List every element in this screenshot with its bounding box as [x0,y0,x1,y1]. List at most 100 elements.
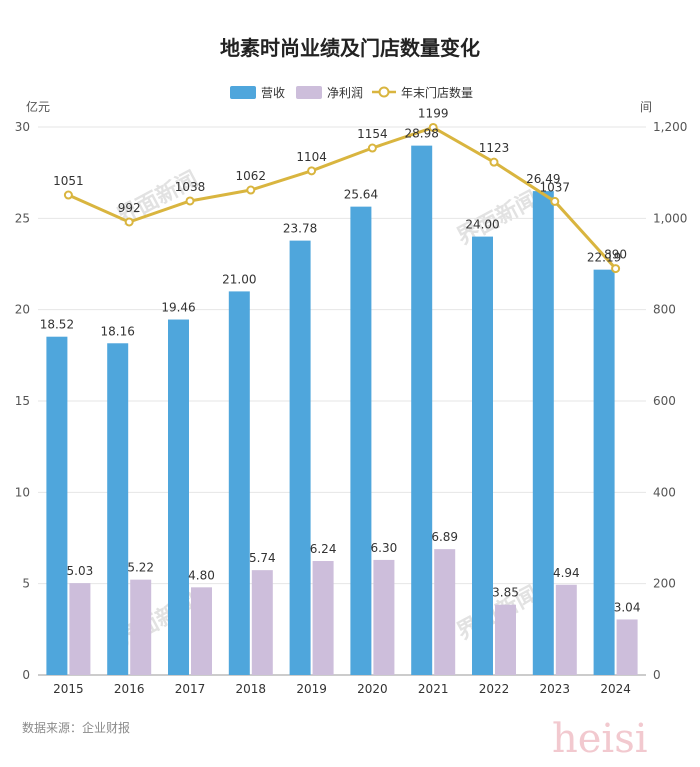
store-count-data-label: 1038 [175,180,206,194]
revenue-bar [107,343,129,675]
x-axis-tick-label: 2017 [175,682,206,696]
x-axis-tick-label: 2018 [236,682,267,696]
store-count-point [307,166,317,176]
net-profit-bar [251,570,273,675]
store-count-polyline [67,125,617,270]
store-count-data-label: 890 [604,248,627,262]
right-axis-tick-label: 400 [653,485,676,499]
store-count-point [124,217,134,227]
x-axis-tick-label: 2019 [296,682,327,696]
store-count-data-label: 1154 [357,127,388,141]
net-profit-bar [312,561,334,675]
revenue-data-label: 18.16 [101,324,135,338]
net-profit-data-label: 5.74 [249,551,276,565]
legend-swatch-revenue [230,86,256,99]
legend-swatch-net-profit [296,86,322,99]
right-axis-tick-label: 1,000 [653,211,687,225]
source-note: 数据来源：企业财报 [22,720,130,735]
net-profit-bar [434,549,456,675]
chart-title: 地素时尚业绩及门店数量变化 [220,36,480,60]
net-profit-data-label: 4.94 [553,566,580,580]
revenue-bar [411,145,433,675]
store-count-data-label: 992 [118,201,141,215]
net-profit-data-label: 3.85 [492,586,519,600]
store-count-point [185,196,195,206]
net-profit-bar [616,619,638,675]
revenue-bar [472,236,493,675]
store-count-line [63,122,621,274]
store-count-data-label: 1037 [540,180,571,194]
x-axis-tick-label: 2024 [600,682,631,696]
left-axis-tick-label: 30 [15,120,30,134]
store-count-point [246,185,256,195]
right-axis-tick-label: 600 [653,394,676,408]
left-axis-tick-label: 25 [15,211,30,225]
legend-label-net-profit: 净利润 [327,86,363,100]
store-count-point [63,190,73,200]
net-profit-data-label: 6.89 [431,530,458,544]
right-axis-tick-label: 200 [653,577,676,591]
revenue-data-label: 23.78 [283,222,317,236]
revenue-data-label: 22.19 [587,251,621,265]
store-count-point [489,157,499,167]
revenue-bar [289,240,311,676]
right-axis-unit: 间 [640,100,652,114]
revenue-data-label: 28.98 [405,127,439,141]
revenue-data-label: 26.49 [526,172,560,186]
net-profit-data-label: 5.03 [67,564,94,578]
right-axis-tick-label: 1,200 [653,120,687,134]
net-profit-bar [69,583,91,675]
net-profit-bar [495,604,516,675]
x-axis-tick-label: 2021 [418,682,449,696]
left-axis-tick-label: 0 [22,668,30,682]
signature-mark: heisi [552,716,648,762]
legend-label-stores: 年末门店数量 [401,85,473,100]
net-profit-data-label: 5.22 [127,561,154,575]
store-count-point [611,264,621,274]
left-axis-tick-label: 20 [15,303,30,317]
revenue-data-label: 18.52 [40,318,74,332]
net-profit-data-label: 6.24 [310,542,337,556]
revenue-data-label: 25.64 [344,188,378,202]
revenue-data-label: 21.00 [222,272,256,286]
x-axis-tick-label: 2015 [53,682,84,696]
store-count-data-label: 1123 [479,141,510,155]
revenue-data-label: 24.00 [465,218,499,232]
left-axis-tick-label: 5 [22,577,30,591]
net-profit-bar [373,559,395,675]
left-axis-unit: 亿元 [26,99,50,114]
store-count-data-label: 1062 [236,169,267,183]
left-axis-tick-label: 15 [15,394,30,408]
net-profit-bar [191,587,212,675]
store-count-data-label: 1199 [418,106,449,120]
x-axis-tick-label: 2016 [114,682,145,696]
revenue-bar [168,319,189,675]
bars [46,145,638,676]
gridlines [38,126,646,585]
net-profit-bar [555,584,577,675]
revenue-bar [532,191,554,675]
store-count-data-label: 1104 [296,150,327,164]
x-axis-tick-label: 2022 [479,682,510,696]
legend-label-revenue: 营收 [261,86,285,100]
revenue-bar [228,291,250,675]
x-axis-tick-label: 2020 [357,682,388,696]
store-count-data-label: 1051 [53,174,84,188]
revenue-bar [593,269,615,675]
left-axis-tick-label: 10 [15,485,30,499]
store-count-point [428,122,438,132]
axes: 0 5 10 15 20 25 30 0 200 400 600 800 1,000 1,200 2015 2… [15,120,688,696]
store-count-point [550,196,560,206]
legend: 营收 净利润 年末门店数量 [230,85,473,100]
right-axis-tick-label: 0 [653,668,661,682]
revenue-bar [46,336,68,675]
store-count-point [367,143,377,153]
net-profit-data-label: 3.04 [614,600,641,614]
right-axis-tick-label: 800 [653,303,676,317]
net-profit-data-label: 4.80 [188,568,215,582]
data-labels: 18.52 5.03 18.16 5.22 19.46 4.80 21.00 5.74 23.7… [40,106,641,614]
revenue-bar [350,206,372,675]
net-profit-data-label: 6.30 [371,541,398,555]
net-profit-bar [130,579,152,675]
